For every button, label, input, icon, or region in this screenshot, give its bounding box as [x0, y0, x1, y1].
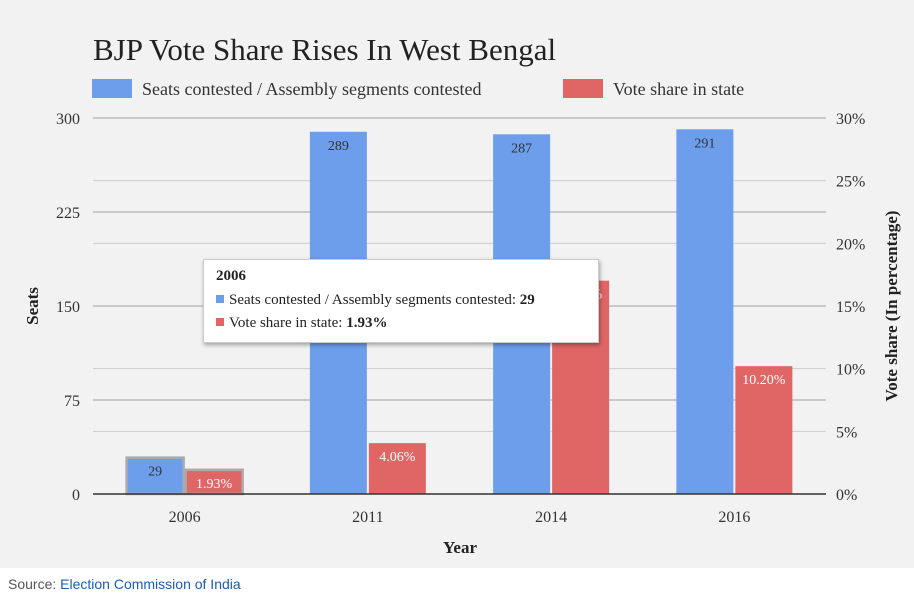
legend-swatch-seats: [92, 79, 132, 98]
y-tick-label: 150: [56, 299, 80, 316]
source-line: Source: Election Commission of India: [8, 576, 241, 592]
source-prefix: Source:: [8, 576, 61, 592]
y-axis-title: Seats: [23, 287, 42, 325]
tooltip-swatch-seats: [216, 295, 224, 303]
bar-seats-2016: [676, 129, 734, 494]
x-axis-title: Year: [443, 538, 477, 557]
source-link[interactable]: Election Commission of India: [60, 576, 241, 592]
tooltip-label-seats: Seats contested / Assembly segments cont…: [229, 292, 520, 308]
tooltip-value-seats: 29: [519, 292, 535, 308]
y2-tick-label: 0%: [836, 487, 857, 504]
y2-axis-title: Vote share (In percentage): [882, 211, 901, 402]
tooltip-row-seats: Seats contested / Assembly segments cont…: [216, 292, 586, 309]
data-label-seats-2011: 289: [328, 139, 349, 154]
bar-vote-share-2016: [735, 366, 793, 494]
data-label-vote-share-2016: 10.20%: [742, 373, 786, 388]
y2-tick-label: 20%: [836, 236, 865, 253]
x-tick-label-2014: 2014: [535, 509, 567, 526]
x-tick-label-2006: 2006: [169, 509, 201, 526]
data-label-vote-share-2006: 1.93%: [196, 477, 233, 492]
legend-label-seats[interactable]: Seats contested / Assembly segments cont…: [142, 79, 481, 99]
tooltip-label-vote-share: Vote share in state:: [229, 315, 347, 331]
data-label-seats-2016: 291: [694, 136, 715, 151]
y2-tick-label: 25%: [836, 174, 865, 191]
tooltip: 2006 Seats contested / Assembly segments…: [203, 259, 599, 343]
tooltip-swatch-vote-share: [216, 318, 224, 326]
y2-tick-label: 15%: [836, 299, 865, 316]
data-label-vote-share-2011: 4.06%: [379, 450, 416, 465]
y-tick-label: 300: [56, 111, 80, 128]
bar-seats-2006: [125, 456, 185, 496]
axes: 0 75 150 225 300 0% 5% 10% 15% 20% 25% 30% 2006 2011 2…: [56, 111, 865, 526]
x-tick-label-2011: 2011: [352, 509, 383, 526]
legend-swatch-vote-share: [563, 79, 603, 98]
y2-tick-label: 30%: [836, 111, 865, 128]
x-tick-label-2016: 2016: [718, 509, 750, 526]
legend-label-vote-share[interactable]: Vote share in state: [613, 79, 744, 99]
tooltip-row-vote-share: Vote share in state: 1.93%: [216, 315, 586, 332]
y-tick-label: 225: [56, 205, 80, 222]
y2-tick-label: 10%: [836, 362, 865, 379]
y-tick-label: 0: [72, 487, 80, 504]
legend: Seats contested / Assembly segments cont…: [92, 79, 744, 99]
chart-title: BJP Vote Share Rises In West Bengal: [93, 32, 556, 67]
data-label-seats-2006: 29: [148, 465, 162, 480]
tooltip-title: 2006: [216, 268, 246, 284]
bar-vote-share-2011: [368, 443, 426, 494]
data-label-seats-2014: 287: [511, 141, 532, 156]
y-tick-label: 75: [64, 393, 80, 410]
y2-tick-label: 5%: [836, 424, 857, 441]
tooltip-value-vote-share: 1.93%: [346, 315, 388, 331]
